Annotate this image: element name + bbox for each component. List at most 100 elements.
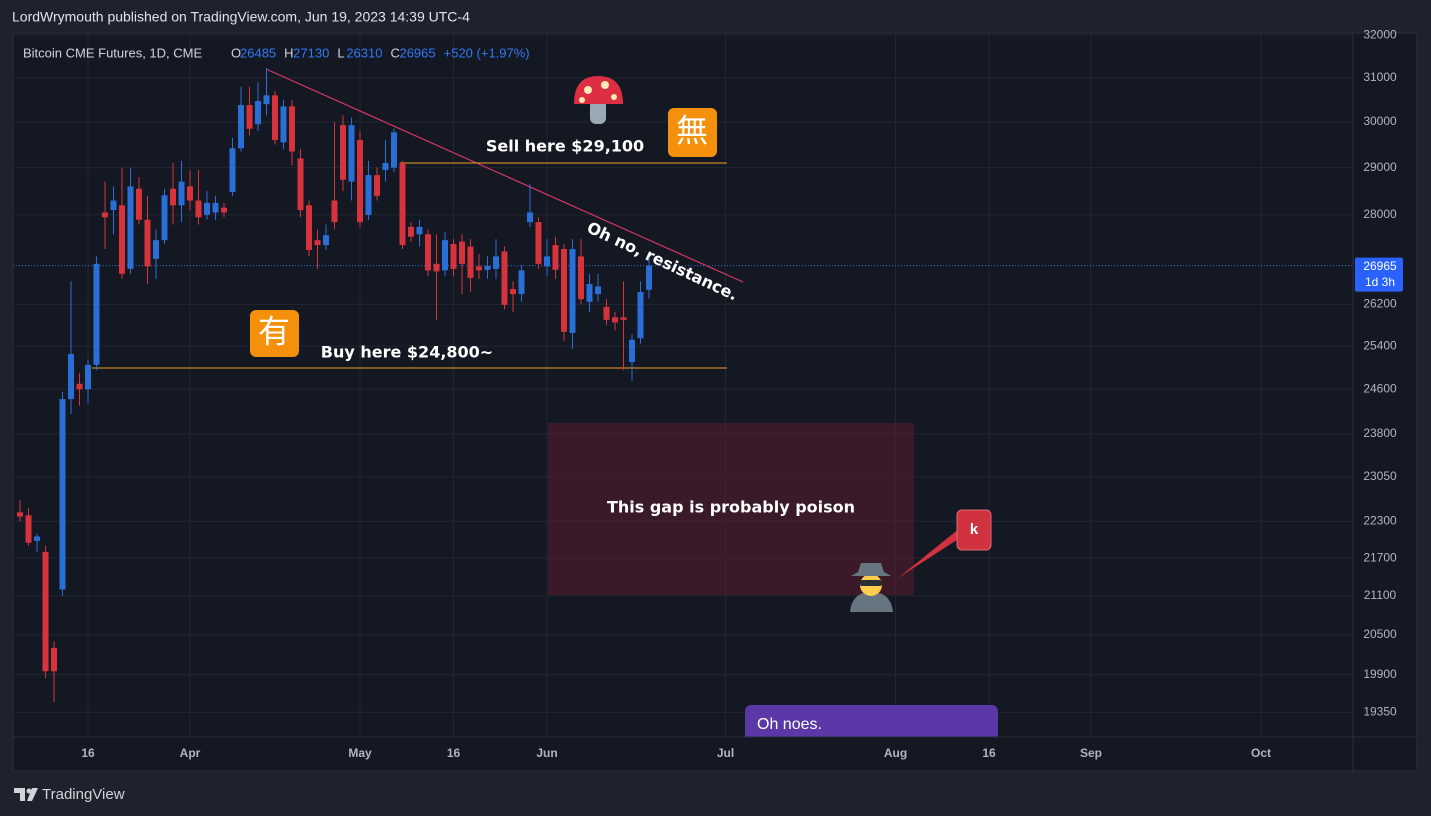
candle-body [595,286,601,295]
candle-body [136,188,142,220]
y-tick-label: 23800 [1363,426,1397,440]
note-box [745,705,998,737]
candle-body [569,248,576,333]
candle-body [476,266,482,271]
y-tick-label: 24600 [1363,381,1397,395]
footer-brand: TradingView [42,786,125,803]
y-tick-label: 21100 [1364,588,1397,602]
legend-value: 26965 [399,45,435,60]
callout-text: k [970,521,979,538]
candle-body [518,270,525,295]
last-price-box [1355,257,1403,292]
y-tick-label: 31000 [1363,70,1397,84]
y-tick-label: 25400 [1363,338,1397,352]
candle-body [544,256,550,267]
callout-box [956,509,992,551]
candle-body [552,245,559,270]
x-tick-label: 16 [447,746,461,760]
candle-body [629,339,635,363]
candle-body [212,202,219,213]
x-tick-label: Jul [717,746,734,760]
candle-body [42,551,49,672]
x-tick-label: May [348,746,372,760]
candle-body [442,240,448,271]
candle-body [493,256,499,269]
candle-body [238,105,244,149]
candle-body [450,244,457,269]
footer-logo [14,788,38,801]
axes: 32000 31000 30000 29000 28000 26200 25400 24600… [81,27,1403,760]
candle-body [467,246,474,278]
sell-badge [668,108,717,157]
candle-body [646,265,652,290]
candle-body [289,106,295,152]
candle-body [59,399,66,590]
x-tick-label: Apr [180,746,201,760]
candles [17,67,652,703]
candle-body [153,240,159,259]
candle-body [297,158,304,211]
candle-body [408,226,414,237]
candle-body [501,251,508,305]
candle-body [68,354,74,400]
y-tick-label: 28000 [1363,207,1397,221]
spy-icon [850,563,893,612]
candle-body [612,317,618,323]
legend-change: +520 (+1.97%) [444,45,530,60]
candle-body [102,212,108,218]
candle-body [93,263,100,365]
mushroom-icon [574,76,623,124]
y-tick-label: 22300 [1363,514,1397,528]
x-tick-label: Sep [1080,746,1102,760]
gap-text: This gap is probably poison [607,498,855,517]
buy-badge [250,310,299,357]
candle-body [425,234,431,271]
note-text: Oh noes. [757,716,822,733]
y-tick-label: 32000 [1363,27,1397,41]
candle-body [459,241,465,264]
candle-body [620,317,627,320]
candle-body [306,205,312,250]
x-tick-label: Aug [884,746,907,760]
buy-badge-text: 有 [258,313,290,349]
candle-body [586,283,593,302]
candle-body [391,132,397,168]
candle-body [527,212,533,223]
candle-body [110,200,117,211]
candle-body [399,163,406,246]
candle-body [314,240,321,246]
legend-value: 26310 [346,45,382,60]
sell-text: Sell here $29,100 [486,137,644,156]
candle-body [272,95,278,141]
legend-value: 26485 [240,45,276,60]
candle-body [433,263,440,272]
candle-body [416,226,423,235]
candle-body [170,188,176,206]
candle-body [357,140,363,223]
candle-body [204,202,210,215]
y-tick-label: 19350 [1363,705,1397,719]
buy-text: Buy here $24,800~ [321,343,493,362]
candle-body [603,306,610,320]
candle-body [187,186,193,201]
candle-body [561,248,567,332]
candle-body [85,364,91,390]
publisher-header: LordWrymouth published on TradingView.co… [12,9,470,25]
y-tick-label: 30000 [1363,114,1397,128]
sell-badge-text: 無 [676,112,708,148]
y-tick-label: 23050 [1363,469,1397,483]
legend-key: L [337,45,344,60]
candle-body [374,175,380,196]
candle-body [255,101,261,125]
candle-body [340,125,346,180]
callout-pointer [898,528,960,578]
candle-body [144,219,151,267]
candle-body [178,181,185,206]
candle-body [127,186,134,269]
grid [13,33,1353,737]
candle-body [382,163,389,170]
candle-body [51,647,57,672]
y-tick-label: 26200 [1363,297,1397,311]
candle-body [331,200,338,223]
